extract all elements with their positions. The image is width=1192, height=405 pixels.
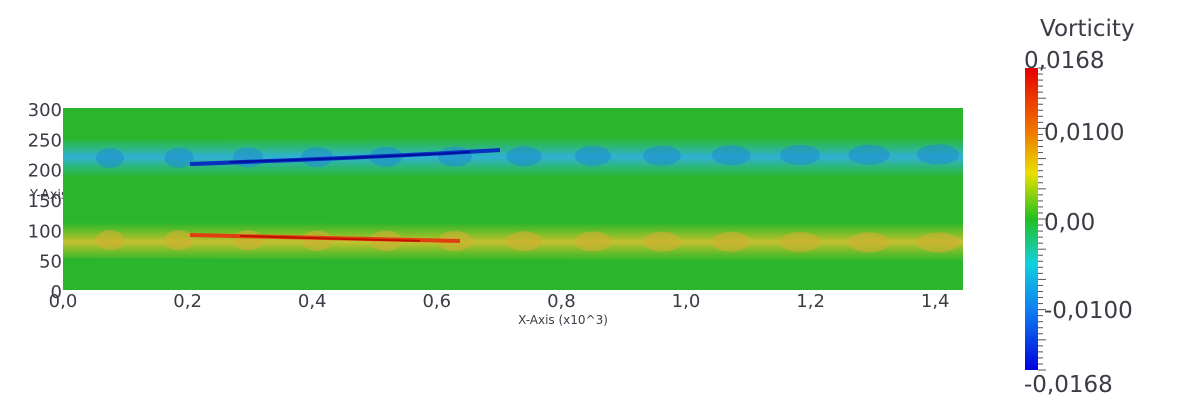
x-tick-label: 0,8 bbox=[547, 291, 576, 312]
vortex bbox=[574, 231, 612, 252]
x-tick-label: 0,2 bbox=[173, 291, 202, 312]
vortex bbox=[96, 148, 124, 168]
y-tick-label: 250 bbox=[28, 130, 62, 151]
vortex bbox=[438, 146, 472, 167]
vortex bbox=[574, 145, 612, 166]
vortex bbox=[506, 231, 542, 252]
x-tick-label: 1,0 bbox=[672, 291, 701, 312]
colorbar-label: 0,0100 bbox=[1044, 120, 1124, 146]
y-tick-label: 0 bbox=[51, 282, 62, 303]
colorbar bbox=[1025, 68, 1038, 370]
vortex bbox=[643, 145, 681, 166]
vortex bbox=[164, 147, 194, 168]
y-tick-label: 50 bbox=[39, 252, 62, 273]
colorbar-label: -0,0168 bbox=[1024, 372, 1113, 398]
y-tick-label: 300 bbox=[28, 100, 62, 121]
y-tick-label: 200 bbox=[28, 161, 62, 182]
vortex bbox=[780, 232, 820, 252]
y-axis-title: Y-Axis bbox=[29, 188, 68, 203]
vortex bbox=[916, 232, 960, 253]
x-tick-label: 0,4 bbox=[298, 291, 327, 312]
vortex bbox=[506, 146, 542, 167]
y-tick-label: 100 bbox=[28, 221, 62, 242]
vortex bbox=[232, 147, 264, 168]
vorticity-field bbox=[63, 108, 963, 290]
vortex bbox=[96, 230, 124, 250]
vortex bbox=[643, 231, 681, 252]
x-tick-label: 1,2 bbox=[796, 291, 825, 312]
colorbar-label: 0,00 bbox=[1044, 210, 1095, 236]
x-tick-label: 0,6 bbox=[422, 291, 451, 312]
y-tick-label: 150 bbox=[28, 191, 62, 212]
vortex bbox=[301, 230, 333, 251]
vortex bbox=[848, 144, 890, 165]
vortex bbox=[780, 145, 820, 165]
vortex bbox=[848, 232, 890, 253]
vortex bbox=[916, 144, 960, 165]
vortex bbox=[164, 230, 194, 251]
vortex bbox=[232, 230, 264, 251]
vortex bbox=[711, 145, 751, 166]
colorbar-label: 0,0168 bbox=[1024, 48, 1104, 74]
x-tick-label: 1,4 bbox=[921, 291, 950, 312]
x-tick-label: 0,0 bbox=[49, 291, 78, 312]
vortex bbox=[711, 231, 751, 252]
x-axis-title: X-Axis (x10^3) bbox=[518, 313, 608, 327]
colorbar-title: Vorticity bbox=[1040, 16, 1135, 42]
colorbar-label: -0,0100 bbox=[1044, 298, 1133, 324]
